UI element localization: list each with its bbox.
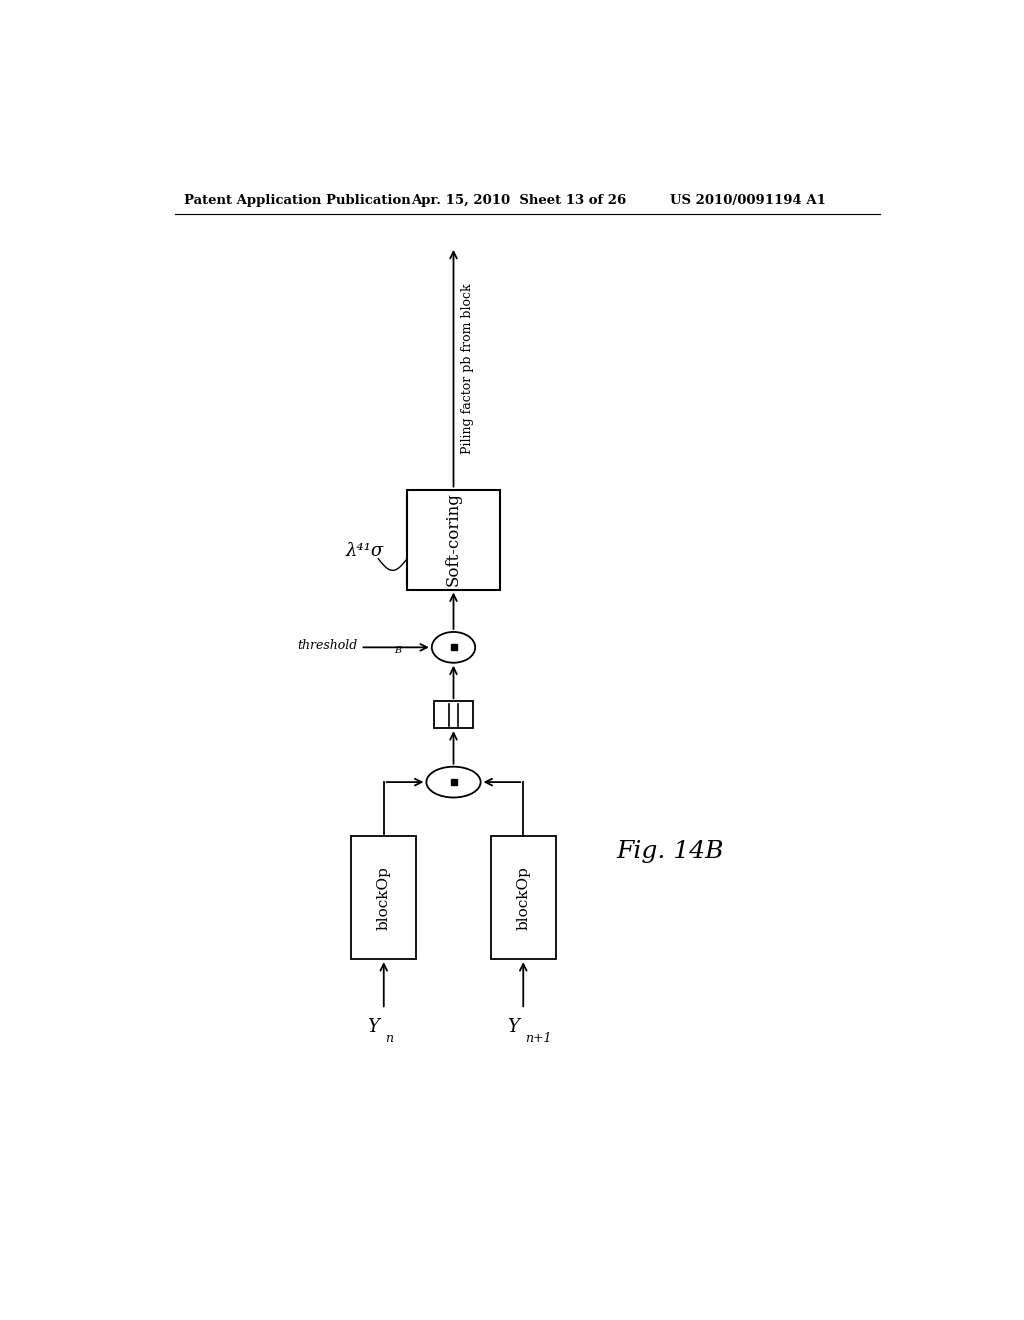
Text: λ⁴¹σ: λ⁴¹σ (345, 543, 383, 560)
Text: Fig. 14B: Fig. 14B (616, 840, 724, 863)
Text: Soft-coring: Soft-coring (445, 492, 462, 586)
Bar (407, 490, 500, 590)
Ellipse shape (432, 632, 475, 663)
Text: Piling factor pb from block: Piling factor pb from block (461, 282, 474, 454)
Text: Patent Application Publication: Patent Application Publication (183, 194, 411, 207)
Ellipse shape (426, 767, 480, 797)
Text: threshold: threshold (297, 639, 357, 652)
Bar (434, 701, 473, 729)
Text: US 2010/0091194 A1: US 2010/0091194 A1 (671, 194, 826, 207)
Text: Apr. 15, 2010  Sheet 13 of 26: Apr. 15, 2010 Sheet 13 of 26 (411, 194, 626, 207)
Bar (490, 836, 556, 960)
Text: n: n (385, 1032, 393, 1044)
Bar (351, 836, 417, 960)
Text: blockOp: blockOp (516, 866, 530, 929)
Text: Y: Y (368, 1018, 379, 1036)
Text: blockOp: blockOp (377, 866, 391, 929)
Text: Y: Y (507, 1018, 518, 1036)
Text: n+1: n+1 (524, 1032, 551, 1044)
Text: B: B (394, 645, 401, 655)
